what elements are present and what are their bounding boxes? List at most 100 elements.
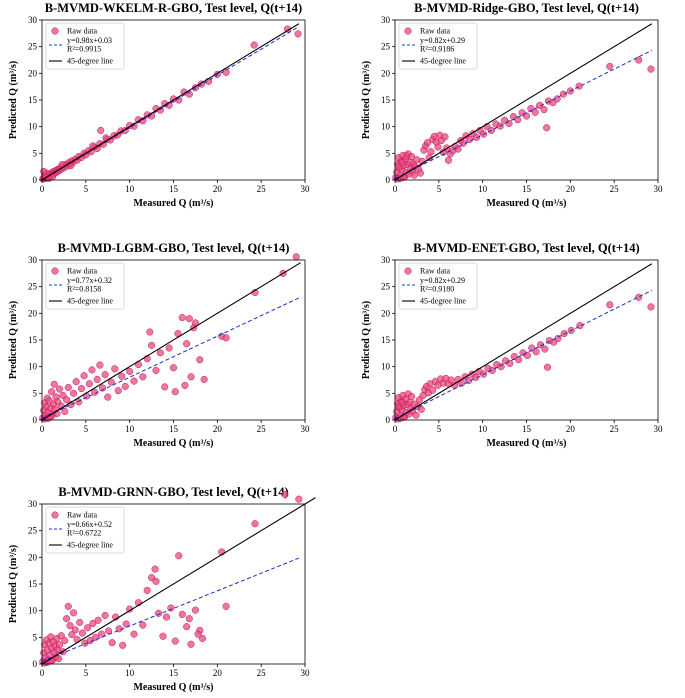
data-point	[635, 56, 643, 64]
data-point	[93, 375, 101, 384]
y-tick-label: 0	[33, 659, 38, 669]
data-point	[423, 139, 431, 147]
y-axis-label: Predicted Q (m³/s)	[8, 301, 19, 379]
x-tick-label: 25	[257, 184, 267, 194]
data-point	[126, 367, 134, 376]
data-point	[165, 344, 173, 352]
data-point	[68, 631, 76, 639]
data-point	[78, 629, 86, 637]
legend-marker-points	[404, 27, 412, 35]
data-point	[119, 641, 127, 649]
x-tick-label: 15	[169, 184, 179, 194]
y-tick-label: 5	[386, 148, 391, 158]
data-point	[408, 392, 416, 401]
x-tick-label: 20	[566, 184, 576, 194]
chart-title: B-MVMD-ENET-GBO, Test level, Q(t+14)	[413, 241, 639, 255]
identity-line	[41, 262, 301, 421]
x-tick-label: 15	[522, 424, 532, 434]
x-tick-label: 10	[478, 184, 488, 194]
y-tick-label: 10	[28, 122, 38, 132]
data-point	[48, 388, 56, 396]
data-point	[167, 604, 175, 612]
y-axis-label: Predicted Q (m³/s)	[8, 61, 19, 139]
data-point	[130, 630, 138, 638]
legend-label-fit: y=0.66x+0.52	[67, 520, 112, 529]
data-point	[72, 378, 80, 386]
y-tick-label: 10	[381, 362, 391, 372]
y-tick-label: 5	[33, 148, 38, 158]
data-point	[40, 167, 48, 176]
data-point	[70, 609, 78, 617]
data-point	[402, 152, 410, 160]
data-point	[185, 315, 193, 323]
data-point	[183, 340, 191, 348]
data-point	[161, 383, 169, 391]
data-point	[606, 301, 614, 309]
data-point	[635, 293, 643, 301]
x-tick-label: 25	[610, 184, 620, 194]
x-tick-label: 30	[301, 668, 311, 678]
chart-title: B-MVMD-WKELM-R-GBO, Test level, Q(t+14)	[45, 1, 302, 15]
data-point	[146, 328, 154, 336]
data-point	[114, 387, 122, 395]
y-tick-label: 0	[33, 415, 38, 425]
data-point	[536, 341, 545, 349]
legend-box	[398, 262, 478, 310]
data-point	[441, 133, 449, 141]
data-point	[85, 380, 93, 388]
data-point	[80, 372, 88, 380]
data-point	[514, 116, 522, 124]
x-tick-label: 0	[393, 424, 398, 434]
data-point	[412, 411, 420, 419]
data-point	[250, 41, 258, 49]
data-point	[107, 378, 115, 386]
chart-title: B-MVMD-Ridge-GBO, Test level, Q(t+14)	[414, 1, 639, 15]
x-axis-label: Measured Q (m³/s)	[486, 198, 566, 209]
x-tick-label: 0	[393, 184, 398, 194]
y-tick-label: 10	[28, 362, 38, 372]
data-point	[532, 348, 540, 356]
legend-label-fit: y=0.82x+0.29	[420, 36, 465, 45]
legend-marker-points	[404, 267, 412, 275]
x-tick-label: 10	[125, 424, 135, 434]
legend-label-raw-data: Raw data	[420, 27, 450, 36]
data-point	[97, 126, 105, 134]
y-tick-label: 15	[28, 579, 38, 589]
x-tick-label: 10	[125, 184, 135, 194]
data-point	[515, 356, 523, 364]
chart-title: B-MVMD-GRNN-GBO, Test level, Q(t+14)	[58, 485, 288, 499]
x-tick-label: 0	[40, 668, 45, 678]
x-tick-label: 30	[301, 424, 311, 434]
data-point	[540, 106, 548, 114]
data-point	[647, 65, 655, 73]
data-point	[541, 345, 549, 353]
y-tick-label: 25	[28, 526, 38, 536]
data-point	[200, 375, 208, 384]
data-point	[162, 613, 171, 621]
scatter-chart: B-MVMD-GRNN-GBO, Test level, Q(t+14) 0 5 10…	[8, 485, 316, 693]
legend-box	[45, 262, 125, 310]
x-tick-label: 20	[566, 424, 576, 434]
x-axis-label: Measured Q (m³/s)	[133, 198, 213, 209]
legend-marker-points	[51, 27, 59, 35]
data-point	[198, 634, 206, 642]
data-point	[187, 373, 195, 381]
data-point	[183, 623, 191, 631]
data-point	[222, 334, 230, 342]
data-point	[194, 630, 202, 638]
data-point	[416, 169, 424, 177]
data-point	[121, 382, 129, 390]
legend-label-r2: R²=0.9186	[420, 45, 454, 54]
data-point	[66, 622, 74, 630]
data-point	[55, 385, 64, 393]
data-point	[497, 363, 505, 371]
y-tick-label: 10	[28, 606, 38, 616]
data-point	[465, 135, 474, 144]
data-point	[61, 636, 69, 645]
y-axis-label: Predicted Q (m³/s)	[361, 301, 372, 379]
data-point	[155, 609, 163, 617]
x-tick-label: 0	[40, 184, 45, 194]
data-point	[294, 30, 302, 38]
legend-box	[45, 506, 125, 554]
